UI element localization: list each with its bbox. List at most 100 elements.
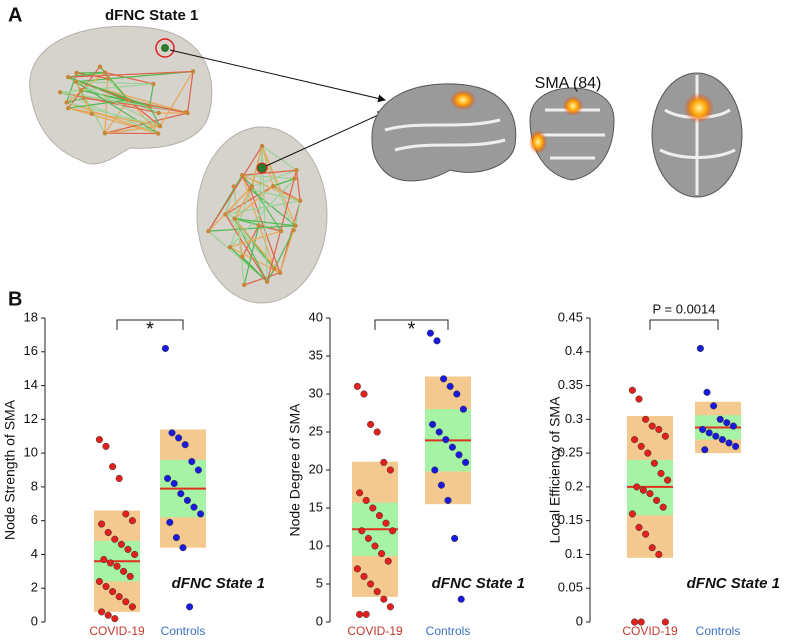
data-point bbox=[109, 463, 117, 471]
network-edge bbox=[60, 83, 154, 93]
data-point bbox=[109, 588, 117, 596]
data-point bbox=[126, 572, 134, 580]
network-edge bbox=[266, 170, 298, 282]
significance-label: P = 0.0014 bbox=[652, 301, 715, 316]
network-edge bbox=[67, 76, 150, 107]
network-edge bbox=[279, 229, 295, 274]
data-point bbox=[451, 534, 459, 542]
data-point bbox=[628, 386, 636, 394]
data-point bbox=[712, 432, 720, 440]
data-point bbox=[705, 429, 713, 437]
significance-label: * bbox=[408, 318, 416, 340]
network-node bbox=[291, 227, 296, 233]
data-point bbox=[433, 337, 441, 345]
network-node bbox=[102, 70, 108, 75]
data-point bbox=[128, 603, 136, 611]
data-point bbox=[375, 512, 383, 520]
data-point bbox=[732, 442, 740, 450]
panel-label: A bbox=[8, 4, 22, 26]
y-tick-label: 5 bbox=[316, 575, 323, 590]
network-edge bbox=[241, 174, 251, 190]
data-point bbox=[701, 446, 709, 454]
network-edge bbox=[234, 218, 281, 274]
network-node bbox=[65, 74, 71, 80]
network-edge bbox=[234, 218, 296, 227]
network-edge bbox=[67, 76, 159, 135]
y-tick-label: 30 bbox=[309, 385, 323, 400]
significance-label: * bbox=[146, 318, 154, 340]
network-node bbox=[64, 100, 69, 105]
network-node bbox=[79, 88, 84, 93]
network-node bbox=[102, 130, 108, 136]
network-edge bbox=[243, 225, 260, 286]
data-point bbox=[431, 466, 439, 474]
network-node bbox=[264, 279, 270, 284]
y-tick-label: 0.4 bbox=[565, 343, 583, 358]
data-point bbox=[371, 542, 379, 550]
data-point bbox=[386, 466, 394, 474]
data-point bbox=[95, 577, 103, 586]
network-edge bbox=[294, 200, 301, 226]
network-node bbox=[81, 95, 86, 101]
data-point bbox=[378, 550, 386, 558]
data-point bbox=[716, 415, 724, 423]
network-edge bbox=[66, 72, 78, 103]
y-tick-label: 14 bbox=[24, 377, 38, 392]
network-edge bbox=[258, 224, 282, 232]
y-tick-label: 18 bbox=[24, 309, 38, 324]
data-point bbox=[657, 469, 665, 477]
network-edge bbox=[229, 178, 295, 248]
data-point bbox=[448, 443, 456, 451]
x-tick-label: Controls bbox=[161, 624, 206, 638]
data-point bbox=[115, 593, 123, 601]
data-point bbox=[655, 550, 663, 558]
data-point bbox=[710, 402, 718, 410]
data-point bbox=[115, 474, 123, 482]
data-point bbox=[389, 527, 397, 535]
y-tick-label: 6 bbox=[31, 512, 38, 527]
data-point bbox=[179, 544, 187, 552]
network-node bbox=[231, 184, 237, 189]
data-point bbox=[104, 611, 112, 619]
network-node bbox=[105, 76, 110, 81]
data-point bbox=[181, 441, 189, 449]
y-tick-label: 25 bbox=[309, 423, 323, 438]
data-point bbox=[382, 519, 390, 527]
data-point bbox=[661, 618, 669, 626]
x-tick-label: COVID-19 bbox=[89, 624, 145, 638]
data-point bbox=[659, 503, 667, 511]
data-point bbox=[440, 375, 448, 383]
data-point bbox=[664, 476, 672, 484]
data-point bbox=[699, 425, 707, 434]
y-tick-label: 40 bbox=[309, 309, 323, 324]
network-edge bbox=[104, 125, 161, 134]
network-edge bbox=[159, 71, 194, 127]
network-node bbox=[277, 270, 283, 276]
network-edge bbox=[68, 99, 129, 109]
panel-title: dFNC State 1 bbox=[105, 7, 198, 24]
data-point bbox=[729, 422, 737, 430]
network-node bbox=[74, 70, 79, 76]
network-edge bbox=[241, 256, 268, 283]
network-edge bbox=[243, 272, 281, 286]
network-node bbox=[278, 228, 284, 234]
data-point bbox=[369, 504, 377, 512]
region-label: SMA (84) bbox=[535, 75, 602, 92]
network-edge bbox=[241, 174, 301, 202]
network-edge bbox=[225, 185, 274, 215]
data-point bbox=[161, 344, 169, 352]
data-point bbox=[696, 344, 704, 352]
y-tick-label: 0.25 bbox=[558, 445, 583, 460]
network-node bbox=[156, 110, 161, 116]
data-point bbox=[426, 329, 434, 337]
network-node bbox=[73, 79, 79, 84]
data-point bbox=[164, 474, 172, 482]
slice-axial bbox=[651, 72, 743, 198]
x-tick-label: Controls bbox=[696, 624, 741, 638]
network-edge bbox=[258, 145, 263, 226]
network-edge bbox=[149, 106, 161, 127]
data-point bbox=[642, 530, 650, 538]
data-point bbox=[655, 425, 663, 434]
data-point bbox=[367, 420, 375, 428]
